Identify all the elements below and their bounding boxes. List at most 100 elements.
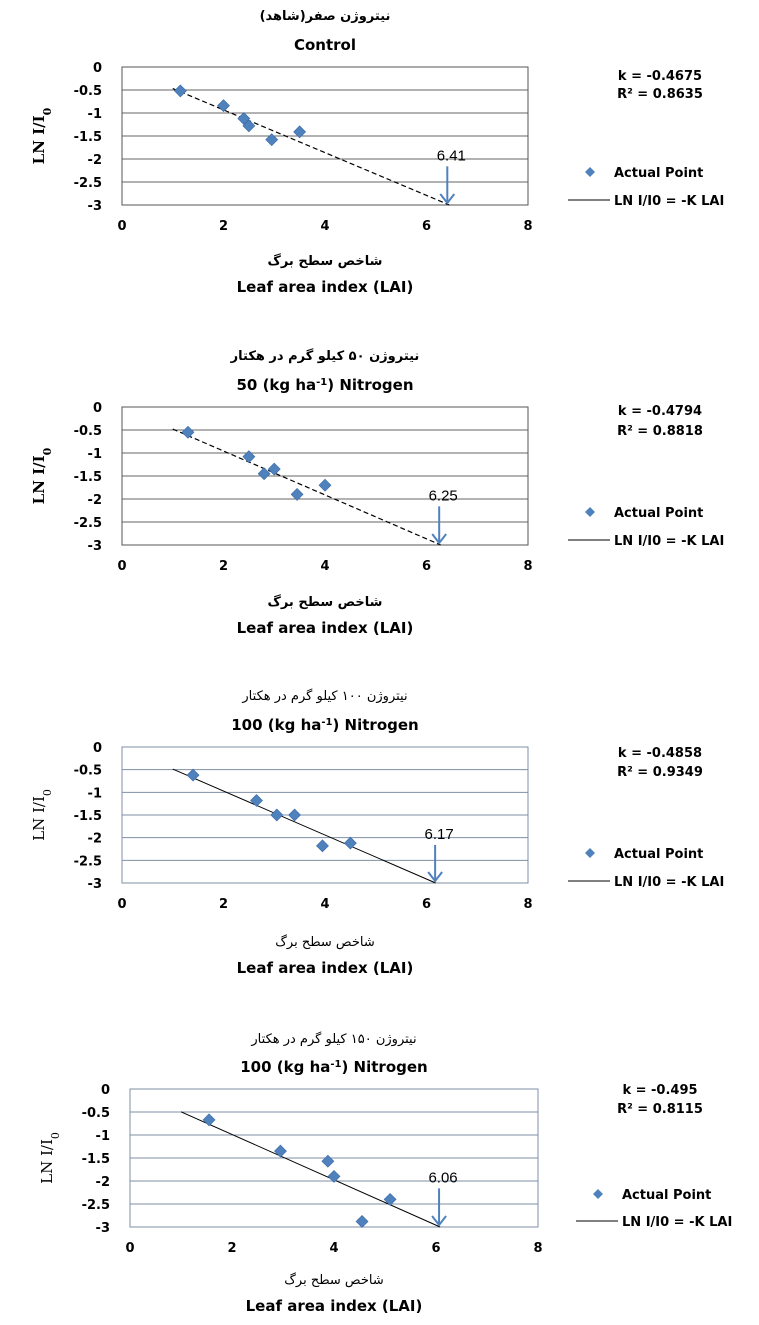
annotation-label: 6.17: [425, 826, 454, 843]
chart-title: 100 (kg ha-1) Nitrogen: [231, 716, 418, 734]
x-tick-label: 0: [117, 897, 126, 912]
chart-title: 100 (kg ha-1) Nitrogen: [240, 1058, 427, 1076]
y-tick-label: 0: [93, 401, 102, 416]
y-tick-label: -2: [88, 153, 102, 168]
k-value: k = -0.495: [622, 1083, 697, 1098]
x-tick-label: 2: [219, 219, 228, 234]
chart-title-suffix: ) Nitrogen: [341, 1058, 427, 1076]
annotation-label: 6.41: [437, 147, 466, 164]
annotation-arrowhead: [427, 871, 443, 883]
legend-marker-diamond: [585, 848, 595, 858]
legend-label-actual-point: Actual Point: [614, 506, 703, 521]
chart-title-persian: نیتروژن ۱۵۰ کیلو گرم در هکتار: [250, 1031, 416, 1047]
x-axis-label-persian: شاخص سطح برگ: [268, 593, 383, 610]
x-tick-label: 8: [523, 559, 532, 574]
plot-area-border: [121, 406, 529, 546]
y-tick-label: -1: [88, 107, 102, 122]
fit-line: [172, 87, 450, 206]
x-tick-label: 4: [320, 897, 329, 912]
y-tick-label: -1: [88, 786, 102, 801]
data-point: [327, 1169, 341, 1183]
x-tick-label: 6: [422, 897, 431, 912]
y-axis-label-main: LN I/I: [30, 796, 48, 841]
x-tick-label: 0: [117, 219, 126, 234]
y-tick-label: -3: [88, 877, 102, 892]
plot-area-border: [121, 746, 529, 884]
plot-area-border: [129, 1088, 539, 1228]
y-tick-label: 0: [93, 741, 102, 756]
data-point: [217, 99, 230, 113]
data-point: [270, 808, 284, 822]
x-tick-label: 6: [431, 1241, 440, 1256]
y-tick-label: 0: [101, 1083, 110, 1098]
data-point: [288, 808, 301, 822]
data-point: [173, 84, 187, 98]
y-axis-label-main: LN I/I: [30, 455, 48, 504]
legend-marker-diamond: [593, 1189, 603, 1199]
y-tick-label: -1.5: [82, 1152, 110, 1167]
data-point: [318, 478, 332, 492]
annotation-label: 6.06: [428, 1169, 457, 1186]
chart-title-suffix: ) Nitrogen: [327, 376, 413, 394]
k-value: k = -0.4794: [618, 404, 702, 419]
y-tick-label: -2.5: [82, 1198, 110, 1213]
chart-title-persian: نیتروژن صفر(شاهد): [260, 9, 391, 24]
chart-title-superscript: -1: [316, 377, 327, 388]
y-axis-label: LN I/I0: [30, 447, 54, 504]
legend-label-fit: LN I/I0 = -K LAI: [614, 534, 724, 549]
y-tick-label: -2.5: [74, 516, 102, 531]
y-tick-label: -1: [96, 1129, 110, 1144]
chart-title-suffix: ) Nitrogen: [332, 716, 418, 734]
x-tick-label: 0: [125, 1241, 134, 1256]
fit-line: [180, 1111, 441, 1228]
legend-label-actual-point: Actual Point: [614, 847, 703, 862]
x-axis-label: Leaf area index (LAI): [246, 1297, 423, 1315]
data-point: [321, 1154, 335, 1168]
chart-title-superscript: -1: [330, 1059, 341, 1070]
y-tick-label: -2: [88, 493, 102, 508]
data-point: [290, 487, 304, 501]
data-point: [383, 1192, 397, 1206]
r-squared-value: R² = 0.8635: [617, 87, 703, 102]
data-point: [242, 450, 256, 464]
data-point: [274, 1144, 287, 1158]
chart-panel-1: نیتروژن صفر(شاهد) Control 0 -0.5 -1 -1.5 -2 -2.…: [30, 9, 724, 296]
chart-title-persian: نیتروژن ۵۰ کیلو گرم در هکتار: [230, 348, 420, 364]
x-tick-label: 8: [523, 219, 532, 234]
x-tick-label: 6: [422, 219, 431, 234]
chart-panel-3: نیتروژن ۱۰۰ کیلو گرم در هکتار 100 (kg ha-…: [30, 688, 724, 977]
x-tick-label: 0: [117, 559, 126, 574]
chart-title: Control: [294, 36, 356, 54]
chart-title-main: Control: [294, 36, 356, 54]
chart-title-persian: نیتروژن ۱۰۰ کیلو گرم در هکتار: [241, 688, 407, 704]
y-tick-label: 0: [93, 61, 102, 76]
y-tick-label: -2.5: [74, 854, 102, 869]
y-axis-label: LN I/I0: [30, 789, 54, 841]
data-point: [202, 1113, 216, 1127]
legend-label-fit: LN I/I0 = -K LAI: [622, 1215, 732, 1230]
k-value: k = -0.4675: [618, 69, 702, 84]
legend-label-actual-point: Actual Point: [622, 1188, 711, 1203]
plot-area-border: [121, 66, 529, 206]
data-point: [181, 425, 195, 439]
y-tick-label: -1.5: [74, 809, 102, 824]
x-tick-label: 4: [320, 559, 329, 574]
y-axis-label: LN I/I0: [30, 107, 54, 164]
y-tick-label: -0.5: [74, 764, 102, 779]
y-axis-label-main: LN I/I: [30, 115, 48, 164]
y-tick-label: -3: [88, 539, 102, 554]
y-tick-label: -3: [88, 199, 102, 214]
x-axis-label: Leaf area index (LAI): [237, 619, 414, 637]
annotation-arrowhead: [431, 1215, 447, 1227]
data-point: [293, 125, 307, 139]
data-point: [257, 467, 271, 481]
y-tick-label: -1.5: [74, 470, 102, 485]
x-tick-label: 6: [422, 559, 431, 574]
y-tick-label: -2: [88, 832, 102, 847]
y-tick-label: -0.5: [82, 1106, 110, 1121]
r-squared-value: R² = 0.8818: [617, 424, 703, 439]
data-point: [316, 839, 329, 853]
y-tick-label: -3: [96, 1221, 110, 1236]
